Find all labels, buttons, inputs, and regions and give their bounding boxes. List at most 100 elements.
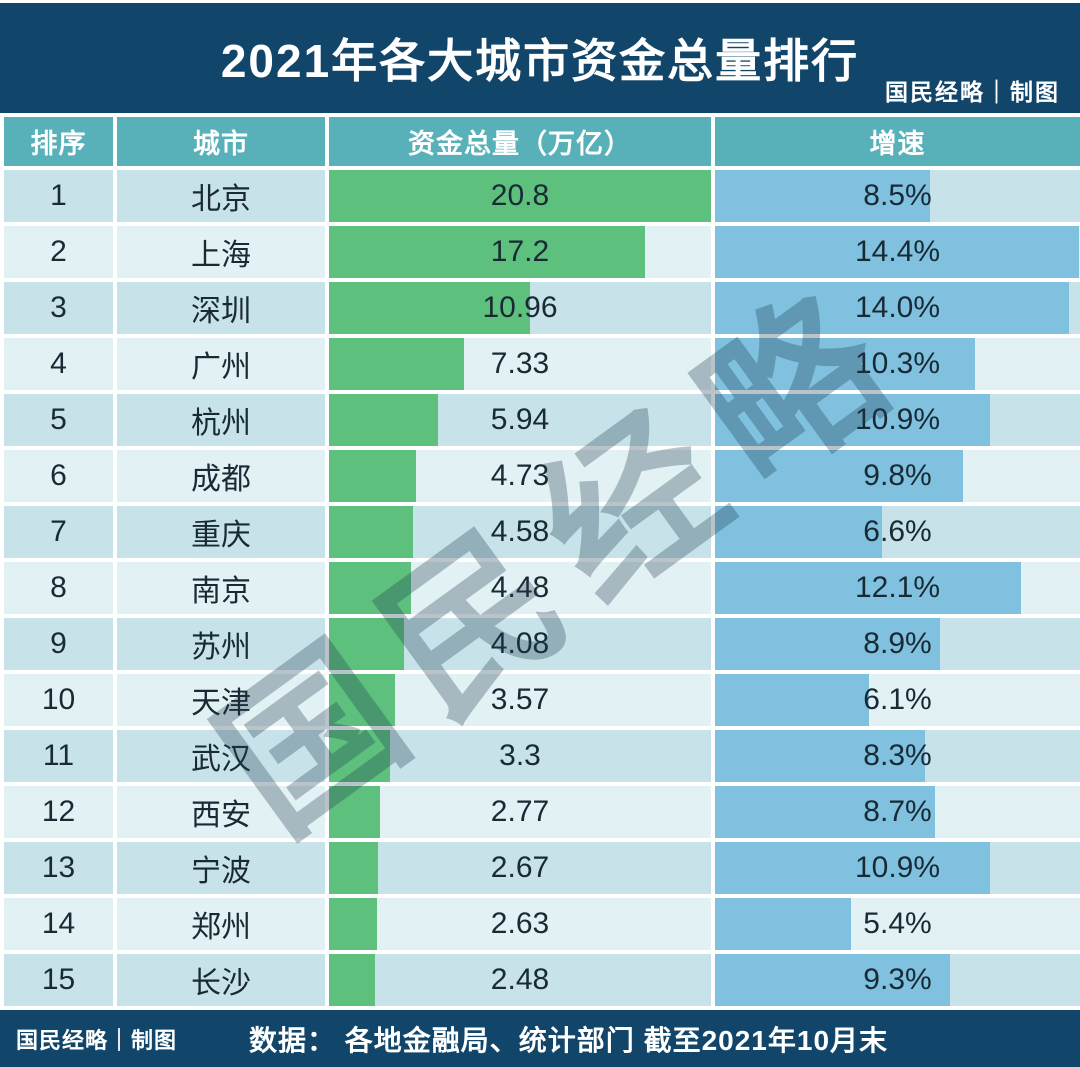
growth-cell: 6.6%	[715, 506, 1080, 558]
growth-cell: 8.7%	[715, 786, 1080, 838]
value-label: 2.77	[490, 795, 550, 828]
table-row: 14 郑州 2.63 5.4%	[0, 898, 1080, 950]
growth-label: 8.7%	[863, 795, 932, 828]
value-bar	[329, 506, 414, 558]
value-bar	[329, 842, 379, 894]
value-cell: 4.73	[329, 450, 711, 502]
rank-cell: 12	[4, 786, 113, 838]
city-label: 上海	[191, 239, 251, 272]
value-cell: 20.8	[329, 170, 711, 222]
city-cell: 武汉	[117, 730, 325, 782]
rank-label: 12	[41, 795, 76, 828]
table-row: 6 成都 4.73 9.8%	[0, 450, 1080, 502]
header-brand-credit: 国民经略｜制图	[885, 79, 1060, 106]
value-label: 5.94	[490, 403, 550, 436]
growth-cell: 8.3%	[715, 730, 1080, 782]
rank-label: 10	[41, 683, 76, 716]
rank-label: 5	[50, 403, 67, 436]
growth-cell: 12.1%	[715, 562, 1080, 614]
growth-bar	[715, 618, 940, 670]
value-cell: 3.57	[329, 674, 711, 726]
growth-bar	[715, 282, 1069, 334]
title-banner: 2021年各大城市资金总量排行 国民经略｜制图	[0, 3, 1080, 113]
value-cell: 2.67	[329, 842, 711, 894]
value-bar	[329, 450, 416, 502]
footer-brand-credit: 国民经略｜制图	[16, 1027, 178, 1054]
growth-cell: 10.3%	[715, 338, 1080, 390]
table-row: 11 武汉 3.3 8.3%	[0, 730, 1080, 782]
growth-bar	[715, 730, 925, 782]
city-label: 重庆	[191, 519, 251, 552]
rank-cell: 6	[4, 450, 113, 502]
value-cell: 5.94	[329, 394, 711, 446]
growth-bar	[715, 674, 870, 726]
table-row: 4 广州 7.33 10.3%	[0, 338, 1080, 390]
city-label: 天津	[191, 687, 251, 720]
rank-label: 1	[50, 179, 67, 212]
value-bar	[329, 338, 464, 390]
rank-cell: 5	[4, 394, 113, 446]
value-cell: 7.33	[329, 338, 711, 390]
city-label: 南京	[191, 575, 251, 608]
value-label: 3.3	[499, 739, 541, 772]
table-row: 13 宁波 2.67 10.9%	[0, 842, 1080, 894]
growth-bar	[715, 562, 1021, 614]
growth-label: 10.3%	[854, 347, 941, 380]
city-label: 杭州	[191, 407, 251, 440]
value-cell: 2.77	[329, 786, 711, 838]
city-cell: 宁波	[117, 842, 325, 894]
rank-cell: 1	[4, 170, 113, 222]
value-label: 4.58	[490, 515, 550, 548]
city-label: 广州	[191, 351, 251, 384]
table-row: 10 天津 3.57 6.1%	[0, 674, 1080, 726]
table-row: 8 南京 4.48 12.1%	[0, 562, 1080, 614]
city-cell: 深圳	[117, 282, 325, 334]
value-label: 3.57	[490, 683, 550, 716]
rank-cell: 7	[4, 506, 113, 558]
growth-cell: 9.8%	[715, 450, 1080, 502]
growth-cell: 8.9%	[715, 618, 1080, 670]
growth-bar	[715, 842, 991, 894]
table-row: 1 北京 20.8 8.5%	[0, 170, 1080, 222]
city-label: 长沙	[191, 967, 251, 1000]
table-row: 15 长沙 2.48 9.3%	[0, 954, 1080, 1006]
value-cell: 3.3	[329, 730, 711, 782]
city-cell: 北京	[117, 170, 325, 222]
data-source-note: 数据： 各地金融局、统计部门 截至2021年10月末	[249, 1024, 889, 1056]
growth-label: 12.1%	[854, 571, 941, 604]
growth-cell: 5.4%	[715, 898, 1080, 950]
city-cell: 成都	[117, 450, 325, 502]
rank-label: 6	[50, 459, 67, 492]
growth-bar	[715, 226, 1079, 278]
table-row: 7 重庆 4.58 6.6%	[0, 506, 1080, 558]
city-cell: 苏州	[117, 618, 325, 670]
city-label: 深圳	[191, 295, 251, 328]
city-label: 苏州	[191, 631, 251, 664]
growth-label: 9.3%	[863, 963, 932, 996]
city-cell: 上海	[117, 226, 325, 278]
rank-cell: 2	[4, 226, 113, 278]
value-label: 10.96	[482, 291, 558, 324]
rank-label: 9	[50, 627, 67, 660]
rank-label: 2	[50, 235, 67, 268]
table-row: 5 杭州 5.94 10.9%	[0, 394, 1080, 446]
rank-cell: 9	[4, 618, 113, 670]
rank-label: 8	[50, 571, 67, 604]
rank-label: 4	[50, 347, 67, 380]
value-bar	[329, 898, 378, 950]
value-cell: 4.08	[329, 618, 711, 670]
rank-cell: 13	[4, 842, 113, 894]
value-bar	[329, 674, 395, 726]
growth-cell: 10.9%	[715, 394, 1080, 446]
table-row: 2 上海 17.2 14.4%	[0, 226, 1080, 278]
city-label: 成都	[191, 463, 251, 496]
city-label: 宁波	[191, 855, 251, 888]
value-label: 2.63	[490, 907, 550, 940]
growth-bar	[715, 338, 976, 390]
growth-label: 5.4%	[863, 907, 932, 940]
growth-label: 8.5%	[863, 179, 932, 212]
growth-label: 8.9%	[863, 627, 932, 660]
table-row: 12 西安 2.77 8.7%	[0, 786, 1080, 838]
table-column-header: 排序 城市 资金总量（万亿） 增速	[0, 117, 1080, 166]
